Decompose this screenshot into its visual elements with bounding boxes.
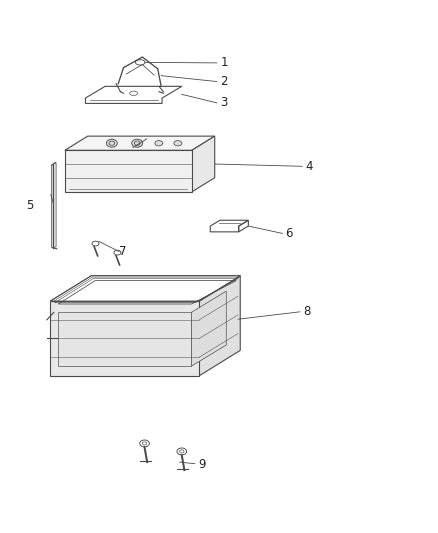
Polygon shape	[50, 276, 240, 301]
Polygon shape	[65, 136, 215, 150]
Text: 6: 6	[286, 227, 293, 240]
Ellipse shape	[106, 139, 117, 147]
Text: 9: 9	[198, 458, 205, 471]
Polygon shape	[58, 312, 191, 366]
Text: 8: 8	[304, 305, 311, 318]
Polygon shape	[199, 276, 240, 376]
Ellipse shape	[132, 139, 143, 147]
Text: 7: 7	[119, 245, 127, 258]
Text: 1: 1	[220, 56, 228, 69]
Ellipse shape	[155, 141, 163, 146]
Ellipse shape	[174, 141, 182, 146]
Polygon shape	[192, 136, 215, 192]
Polygon shape	[50, 276, 240, 301]
Text: 3: 3	[220, 96, 228, 109]
Text: 2: 2	[220, 75, 228, 88]
Text: 5: 5	[26, 199, 34, 212]
Polygon shape	[191, 291, 226, 366]
Polygon shape	[50, 301, 199, 376]
Polygon shape	[65, 150, 192, 192]
Text: 4: 4	[305, 160, 313, 173]
